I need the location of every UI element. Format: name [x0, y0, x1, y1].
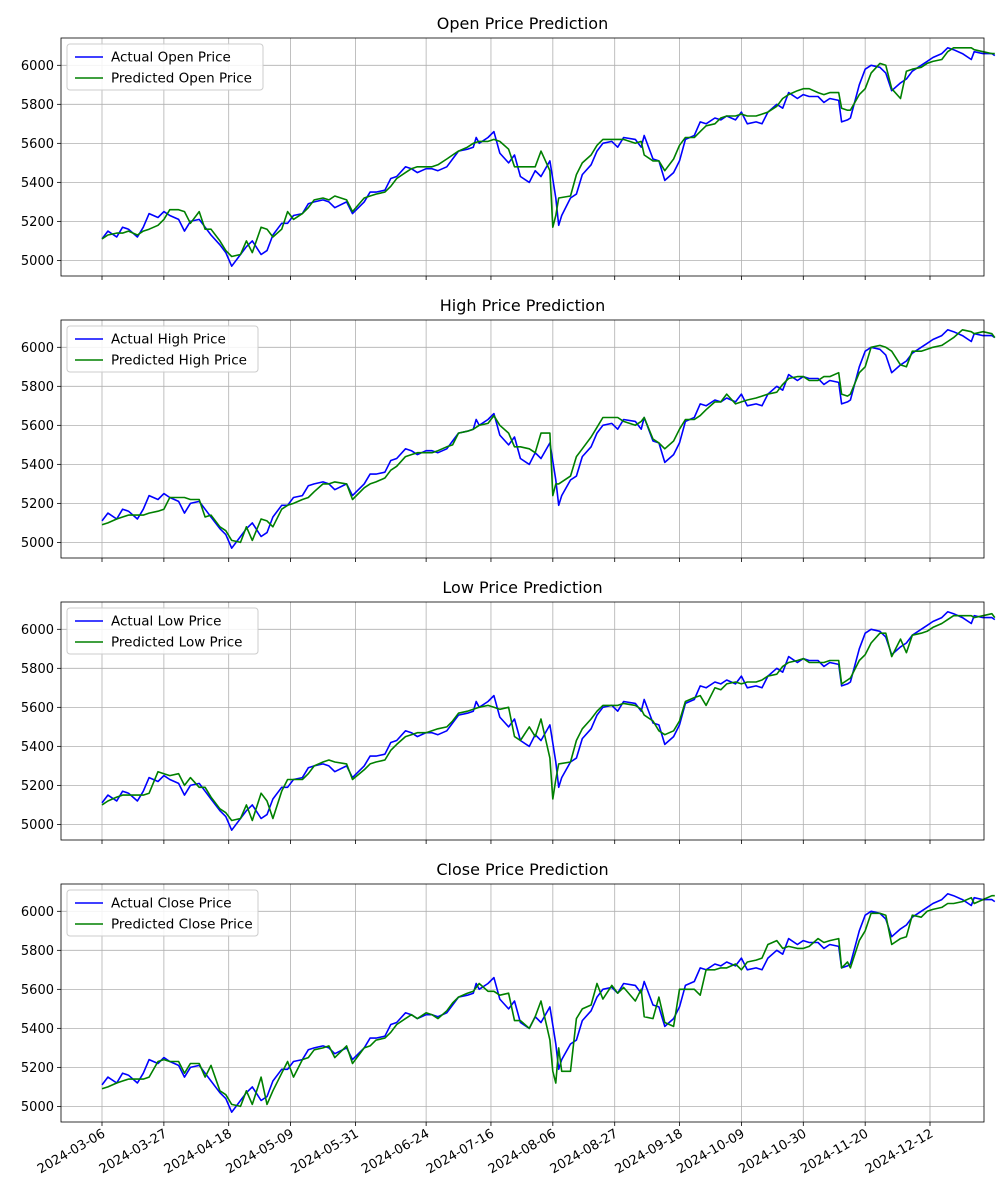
- series-line: [101, 893, 996, 1113]
- panel-1: Open Price Prediction 5000 5200 5400 5600 580…: [21, 14, 996, 280]
- y-tick-label: 5600: [21, 701, 54, 716]
- y-tick-label: 5800: [21, 380, 54, 395]
- x-tick-label: 2024-11-20: [798, 1126, 871, 1177]
- series-line: [101, 611, 996, 831]
- y-tick-label: 5400: [21, 458, 54, 473]
- axes-frame: [60, 883, 985, 1123]
- y-tick-label: 5000: [21, 818, 54, 833]
- x-tick-label: 2024-07-16: [424, 1126, 497, 1177]
- legend: Actual Low Price Predicted Low Price: [66, 607, 259, 655]
- y-tick-label: 5000: [21, 254, 54, 269]
- legend-label: Predicted Close Price: [111, 917, 253, 933]
- x-tick-label: 2024-03-06: [35, 1126, 108, 1177]
- y-tick-label: 5800: [21, 944, 54, 959]
- legend-box: [66, 607, 259, 655]
- chart-title: Close Price Prediction: [436, 860, 608, 879]
- legend: Actual Close Price Predicted Close Price: [66, 889, 259, 937]
- panel-3: Low Price Prediction 5000 5200 5400 5600 5800…: [21, 578, 996, 844]
- legend-label: Actual Open Price: [111, 50, 231, 66]
- x-tick-label: 2024-05-09: [224, 1126, 297, 1177]
- y-tick-label: 6000: [21, 623, 54, 638]
- legend-label: Predicted Open Price: [111, 71, 252, 87]
- legend-label: Actual High Price: [111, 332, 226, 348]
- y-tick-label: 5200: [21, 1061, 54, 1076]
- y-tick-label: 5200: [21, 497, 54, 512]
- y-tick-label: 5600: [21, 983, 54, 998]
- axes-frame: [60, 37, 985, 277]
- series-line: [101, 329, 996, 544]
- legend-label: Predicted High Price: [111, 353, 247, 369]
- x-tick-label: 2024-09-18: [613, 1126, 686, 1177]
- legend-box: [66, 325, 259, 373]
- y-tick-label: 5400: [21, 176, 54, 191]
- axes-frame: [60, 601, 985, 841]
- chart-title: High Price Prediction: [440, 296, 605, 315]
- legend-label: Predicted Low Price: [111, 635, 242, 651]
- x-tick-label: 2024-10-30: [736, 1126, 809, 1177]
- legend: Actual Open Price Predicted Open Price: [66, 43, 264, 91]
- y-tick-label: 5200: [21, 215, 54, 230]
- x-tick-label: 2024-05-31: [288, 1126, 361, 1177]
- x-tick-label: 2024-03-27: [97, 1126, 170, 1177]
- y-tick-label: 6000: [21, 905, 54, 920]
- legend-label: Actual Close Price: [111, 896, 232, 912]
- axes-frame: [60, 319, 985, 559]
- series-line: [101, 894, 995, 1108]
- x-tick-label: 2024-06-24: [359, 1126, 432, 1177]
- legend-label: Actual Low Price: [111, 614, 221, 630]
- chart-title: Low Price Prediction: [442, 578, 602, 597]
- y-tick-label: 5600: [21, 419, 54, 434]
- y-tick-label: 5000: [21, 1100, 54, 1115]
- panel-2: High Price Prediction 5000 5200 5400 5600 580…: [21, 296, 996, 562]
- y-tick-label: 5800: [21, 662, 54, 677]
- y-tick-label: 5800: [21, 98, 54, 113]
- series-line: [101, 47, 996, 267]
- x-tick-label: 2024-10-09: [674, 1126, 747, 1177]
- series-line: [101, 47, 995, 258]
- series-line: [101, 612, 996, 822]
- y-tick-label: 5000: [21, 536, 54, 551]
- y-tick-label: 6000: [21, 341, 54, 356]
- legend: Actual High Price Predicted High Price: [66, 325, 259, 373]
- x-tick-label: 2024-04-18: [162, 1126, 235, 1177]
- legend-box: [66, 889, 259, 937]
- series-line: [101, 329, 996, 549]
- x-tick-label: 2024-08-06: [486, 1126, 559, 1177]
- y-tick-label: 5400: [21, 1022, 54, 1037]
- y-tick-label: 6000: [21, 59, 54, 74]
- y-tick-label: 5600: [21, 137, 54, 152]
- legend-box: [66, 43, 264, 91]
- chart-title: Open Price Prediction: [437, 14, 608, 33]
- panel-4: Close Price Prediction 5000 5200 5400 5600 58…: [21, 860, 996, 1177]
- y-tick-label: 5400: [21, 740, 54, 755]
- x-tick-label: 2024-08-27: [548, 1126, 621, 1177]
- x-tick-label: 2024-12-12: [863, 1126, 936, 1177]
- y-tick-label: 5200: [21, 779, 54, 794]
